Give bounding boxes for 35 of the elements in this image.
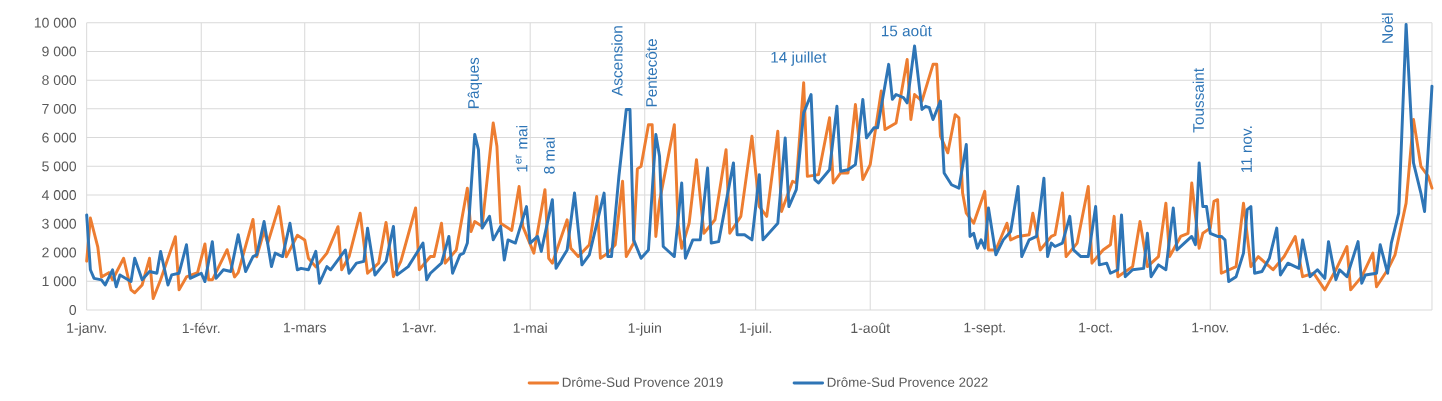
annotation: Pentecôte: [645, 39, 657, 107]
x-tick-label: 1-août: [851, 322, 890, 334]
x-tick-label: 1-sept.: [964, 322, 1005, 336]
y-tick-label: 6 000: [42, 132, 77, 143]
x-tick-label: 1-janv.: [67, 322, 106, 336]
x-tick-label: 1-févr.: [182, 322, 220, 334]
x-tick-label: 1-mai: [513, 322, 547, 333]
y-tick-label: 8 000: [42, 75, 77, 86]
y-tick-label: 10 000: [34, 17, 77, 28]
y-tick-label: 4 000: [41, 190, 77, 201]
annotation: 8 mai: [543, 137, 555, 174]
legend-label: Drôme-Sud Provence 2022: [827, 377, 988, 387]
x-tick-label: 1-avr.: [402, 322, 436, 333]
annotation: 15 août: [881, 25, 932, 37]
y-tick-label: 0: [69, 305, 77, 315]
annotation: 11 nov.: [1241, 126, 1252, 173]
annotation: 14 juillet: [771, 51, 827, 66]
x-tick-label: 1-juil.: [739, 322, 772, 336]
y-tick-label: 5 000: [42, 161, 77, 172]
annotation: 1$^{er}$ mai: [515, 126, 528, 172]
x-tick-label: 1-juin: [628, 322, 661, 336]
y-tick-label: 3 000: [42, 218, 77, 229]
x-tick-label: 1-oct.: [1079, 322, 1112, 333]
legend-label: Drôme-Sud Provence 2019: [562, 377, 723, 387]
annotation: Pâques: [467, 57, 482, 108]
y-tick-label: 1 000: [42, 276, 77, 287]
x-tick-label: 1-mars: [284, 322, 326, 333]
x-tick-label: 1-déc.: [1302, 322, 1340, 334]
x-tick-label: 1-nov.: [1192, 322, 1228, 333]
y-tick-label: 9 000: [42, 46, 77, 57]
y-tick-label: 7 000: [42, 103, 77, 114]
y-tick-label: 2 000: [42, 247, 77, 258]
annotation: Toussaint: [1192, 68, 1204, 133]
annotation: Noël: [1381, 13, 1393, 43]
annotation: Ascension: [611, 26, 623, 96]
